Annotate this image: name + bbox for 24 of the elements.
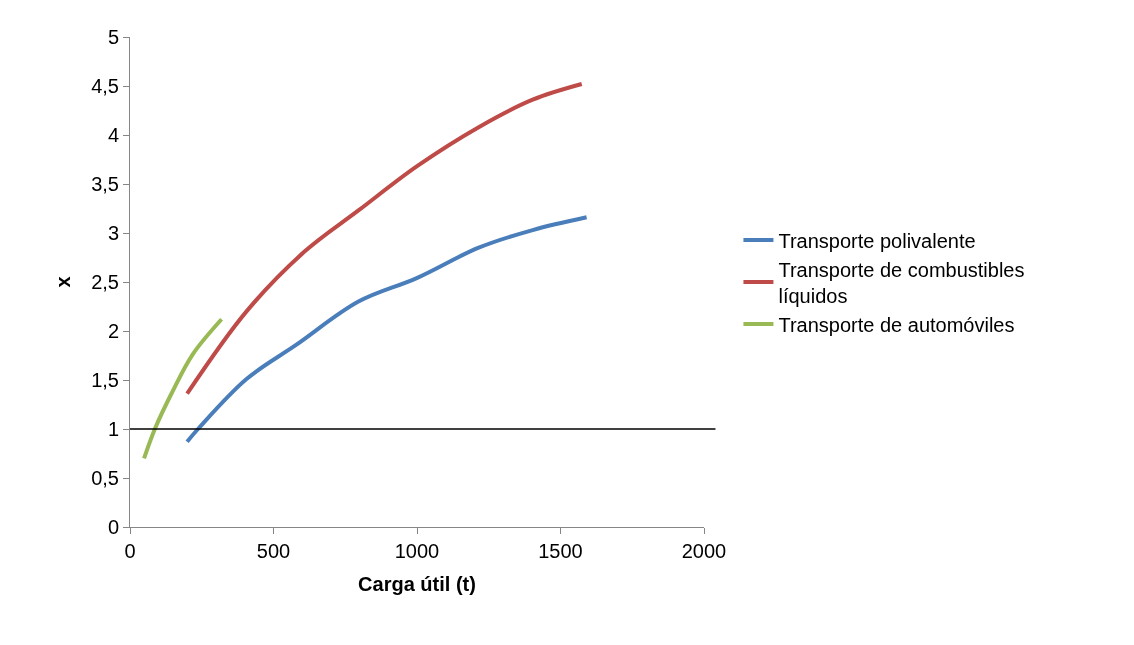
legend-label: Transporte de combustibles líquidos: [778, 258, 1025, 307]
y-axis-title: x: [51, 276, 74, 288]
line-series: [185, 82, 584, 396]
legend-label: Transporte polivalente: [778, 229, 976, 252]
x-tick-label: 500: [256, 540, 291, 562]
line-series: [185, 215, 589, 444]
legend-label: Transporte de automóviles: [778, 313, 1015, 336]
x-tick-label: 1000: [394, 540, 440, 562]
y-tick-label: 1: [107, 418, 119, 440]
y-tick-label: 0,5: [91, 467, 119, 489]
y-tick-label: 2,5: [91, 271, 119, 293]
x-tick-label: 1500: [538, 540, 583, 562]
y-tick-label: 3,5: [91, 173, 119, 195]
x-tick-label: 0: [124, 540, 136, 562]
line-series: [142, 317, 224, 461]
y-tick-label: 4: [107, 124, 119, 146]
y-tick-label: 4,5: [91, 75, 119, 97]
x-tick-label: 2000: [681, 540, 727, 562]
x-axis-title: Carga útil (t): [358, 572, 476, 595]
y-tick-label: 2: [107, 320, 119, 342]
y-tick-label: 0: [107, 516, 119, 538]
y-tick-label: 5: [107, 26, 119, 48]
y-tick-label: 1,5: [91, 369, 119, 391]
y-tick-label: 3: [107, 222, 119, 244]
